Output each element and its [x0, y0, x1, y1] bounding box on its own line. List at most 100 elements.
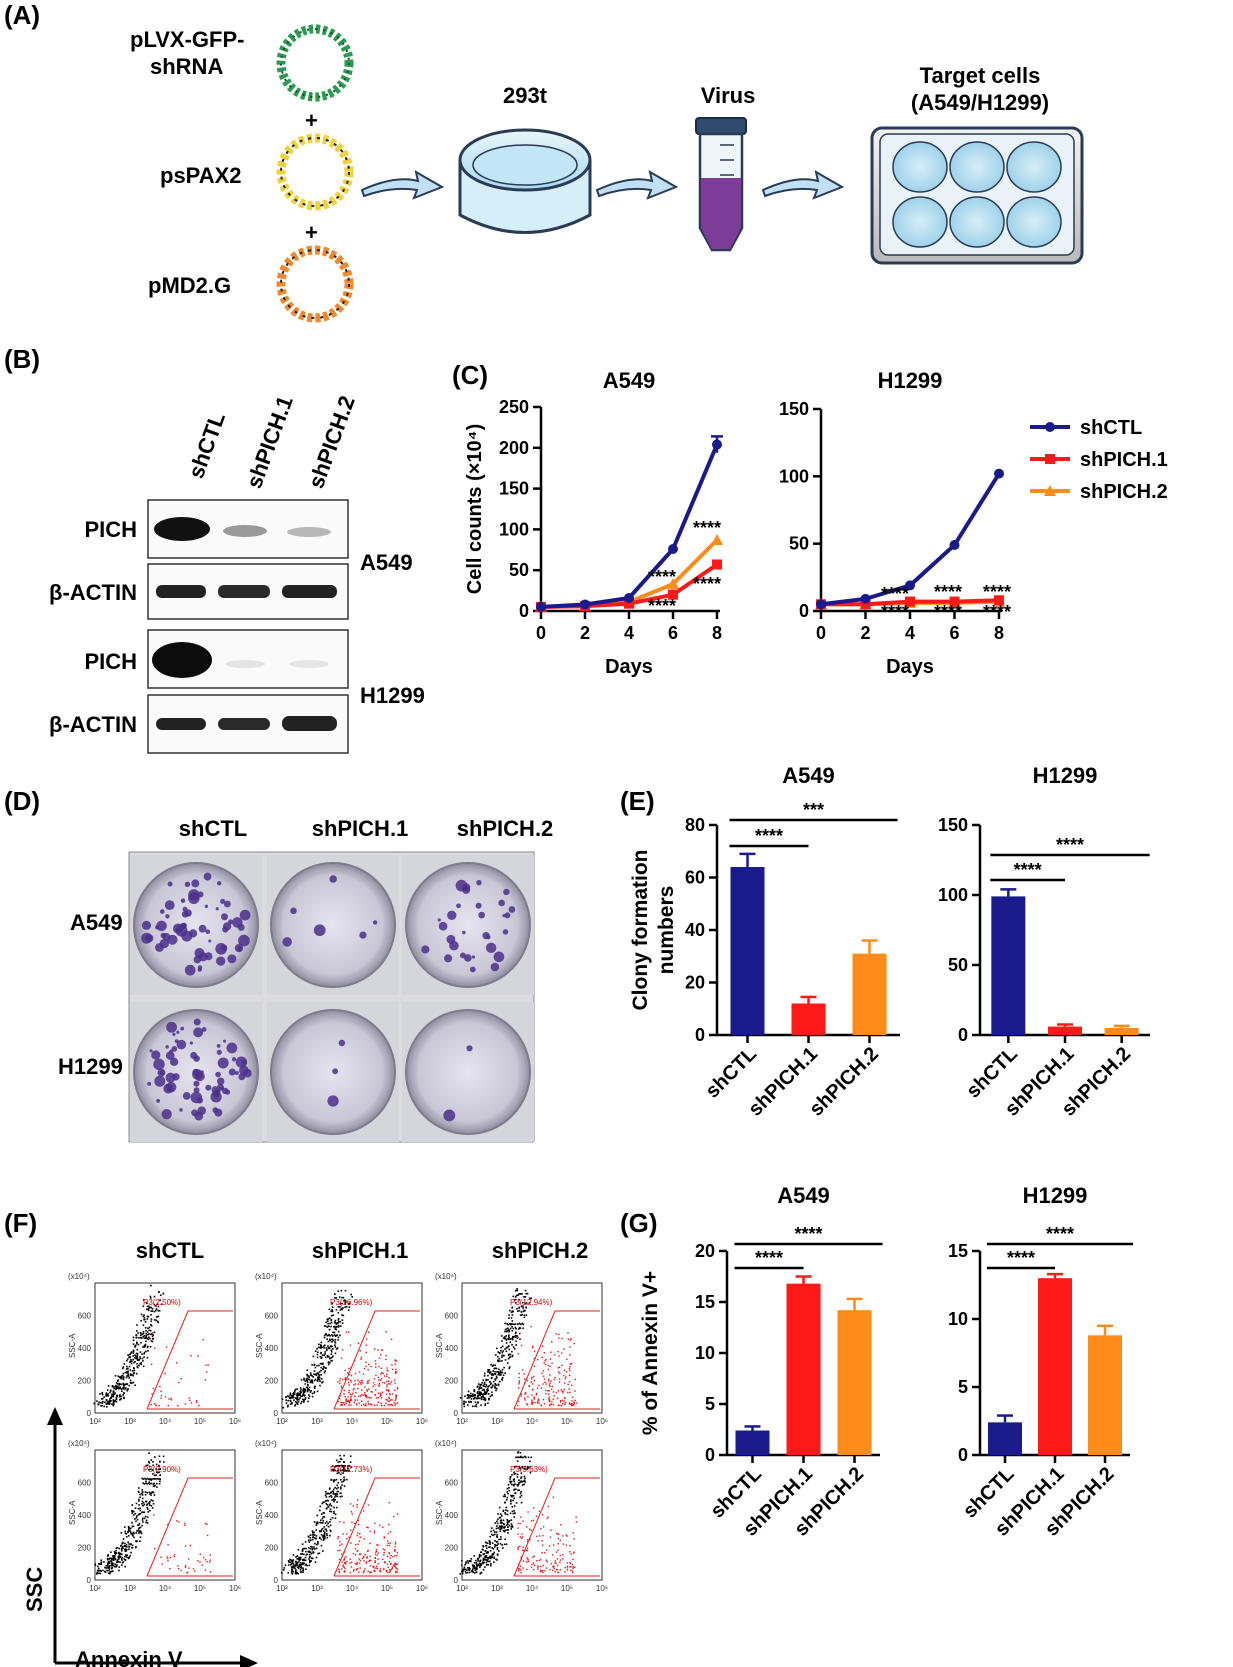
event-dot: [576, 1402, 578, 1404]
event-dot: [487, 1386, 489, 1388]
event-dot: [562, 1402, 564, 1405]
event-dot: [506, 1487, 509, 1490]
event-dot: [490, 1563, 492, 1565]
colony-dot: [190, 1091, 203, 1104]
event-dot: [344, 1469, 346, 1472]
event-dot: [312, 1355, 315, 1358]
event-dot: [296, 1388, 299, 1390]
event-dot: [532, 1519, 535, 1522]
event-dot: [545, 1358, 547, 1361]
event-dot: [329, 1322, 331, 1325]
event-dot: [163, 1461, 165, 1463]
event-dot: [367, 1570, 369, 1572]
event-dot: [514, 1298, 516, 1301]
event-dot: [364, 1568, 366, 1570]
event-dot: [178, 1521, 180, 1523]
colony-dot: [234, 1071, 239, 1075]
event-dot: [574, 1390, 576, 1392]
event-dot: [570, 1362, 573, 1365]
gate-line: [333, 1477, 420, 1577]
event-dot: [389, 1399, 392, 1401]
event-dot: [285, 1396, 287, 1398]
event-dot: [511, 1330, 514, 1332]
event-dot: [524, 1456, 527, 1459]
event-dot: [284, 1564, 287, 1567]
event-dot: [518, 1326, 521, 1329]
event-dot: [377, 1379, 380, 1381]
event-dot: [155, 1316, 158, 1318]
event-dot: [510, 1500, 512, 1503]
event-dot: [507, 1335, 510, 1338]
event-dot: [359, 1350, 361, 1352]
event-dot: [140, 1531, 142, 1534]
event-dot: [318, 1375, 320, 1377]
colony-dot: [216, 1049, 222, 1055]
event-dot: [145, 1521, 147, 1524]
event-dot: [339, 1454, 341, 1457]
event-dot: [510, 1311, 513, 1314]
event-dot: [308, 1394, 310, 1396]
colony-dot: [216, 956, 226, 966]
event-dot: [503, 1493, 506, 1496]
event-dot: [553, 1354, 556, 1356]
gate-percentage: P3(16.96%): [330, 1298, 373, 1307]
event-dot: [312, 1551, 315, 1554]
event-dot: [520, 1571, 522, 1574]
event-dot: [322, 1536, 325, 1538]
y-tick-label: 100: [499, 519, 529, 539]
colony-dot: [338, 1039, 346, 1047]
event-dot: [334, 1517, 337, 1519]
event-dot: [296, 1571, 298, 1574]
event-dot: [314, 1378, 317, 1381]
bar-chart-annexin-a549: 05101520A549shCTLshPICH.1shPICH.2*******…: [639, 1183, 883, 1541]
event-dot: [348, 1465, 351, 1467]
event-dot: [513, 1480, 516, 1483]
event-dot: [302, 1391, 305, 1394]
event-dot: [331, 1308, 334, 1311]
event-dot: [374, 1553, 377, 1556]
event-dot: [130, 1382, 132, 1384]
event-dot: [569, 1566, 571, 1568]
event-dot: [365, 1361, 367, 1364]
flow-y-tick: 400: [78, 1511, 92, 1520]
event-dot: [147, 1508, 149, 1510]
colony-dot: [162, 932, 171, 941]
event-dot: [332, 1493, 335, 1495]
event-dot: [468, 1401, 470, 1403]
event-dot: [473, 1396, 476, 1399]
event-dot: [511, 1320, 514, 1322]
event-dot: [483, 1561, 485, 1564]
event-dot: [511, 1495, 513, 1498]
event-dot: [152, 1387, 155, 1390]
event-dot: [385, 1398, 388, 1401]
event-dot: [337, 1537, 339, 1540]
event-dot: [569, 1562, 571, 1564]
event-dot: [147, 1327, 149, 1330]
event-dot: [115, 1565, 117, 1568]
event-dot: [526, 1292, 529, 1295]
event-dot: [103, 1561, 105, 1563]
event-dot: [511, 1343, 513, 1346]
event-dot: [477, 1401, 479, 1403]
event-dot: [367, 1382, 369, 1384]
event-dot: [527, 1456, 530, 1459]
event-dot: [99, 1393, 101, 1395]
event-dot: [345, 1305, 348, 1308]
event-dot: [341, 1308, 343, 1311]
event-dot: [330, 1314, 333, 1317]
event-dot: [330, 1494, 332, 1497]
event-dot: [553, 1567, 555, 1570]
event-dot: [334, 1328, 337, 1330]
event-dot: [395, 1403, 397, 1405]
event-dot: [120, 1544, 122, 1547]
event-dot: [336, 1347, 339, 1349]
event-dot: [138, 1337, 140, 1339]
event-dot: [96, 1400, 98, 1402]
event-dot: [150, 1459, 153, 1461]
event-dot: [532, 1401, 534, 1404]
event-dot: [325, 1493, 328, 1495]
event-dot: [531, 1403, 533, 1405]
event-dot: [139, 1357, 142, 1360]
event-dot: [149, 1483, 151, 1485]
event-dot: [498, 1517, 501, 1519]
